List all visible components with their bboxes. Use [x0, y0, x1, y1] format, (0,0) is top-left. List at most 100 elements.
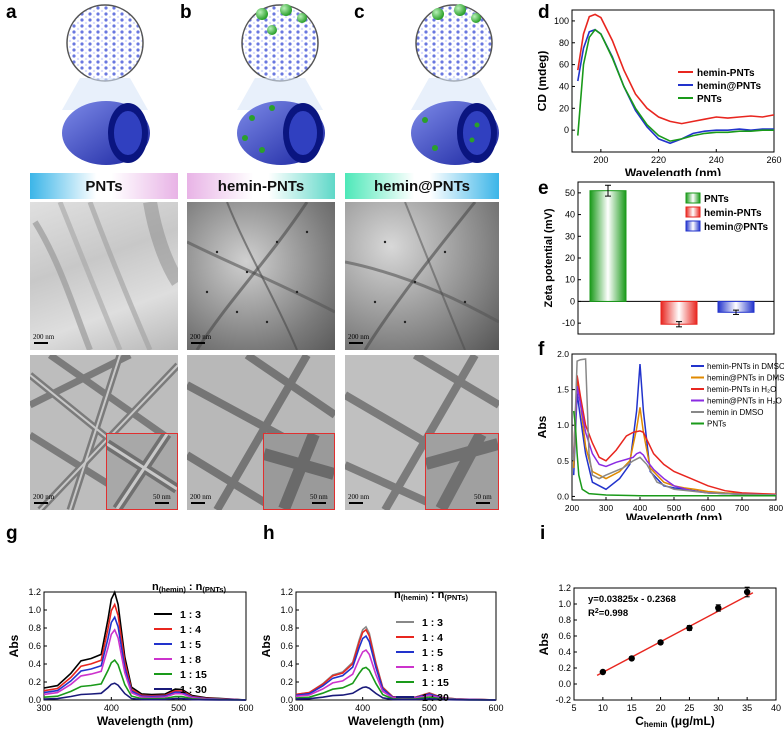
x-tick-label: 300 [288, 703, 303, 713]
legend-swatch [685, 192, 701, 204]
legend-title: n(hemin) : n(PNTs) [394, 589, 468, 602]
scale-bar-inset-c: 50 nm [474, 493, 492, 501]
series-line-hemin-PNTs [577, 13, 775, 125]
series-line-1 : 8 [43, 628, 247, 701]
y-tick-label: 0.0 [558, 679, 571, 689]
y-tick-label: 0.4 [280, 659, 293, 669]
series-line-hemin@PNTs in DMSO [572, 378, 777, 496]
scale-bar-top-b: 200 nm [190, 333, 212, 341]
tube-c [411, 4, 499, 165]
x-tick-label: 25 [684, 703, 694, 713]
panel-label-d: d [538, 2, 550, 23]
panel-label-i: i [540, 523, 546, 544]
y-tick-label: 0.6 [558, 631, 571, 641]
fit-equation: y=0.03825x - 0.2368 [588, 594, 676, 605]
tube-b [237, 4, 325, 165]
plot-frame [571, 9, 775, 153]
y-tick-label: 0.2 [558, 663, 571, 673]
legend-label: 1 : 4 [180, 624, 201, 636]
scale-bar-top-c: 200 nm [348, 333, 370, 341]
y-tick-label: 0.8 [28, 623, 41, 633]
y-tick-label: 10 [565, 275, 575, 285]
x-axis-label: Wavelength (nm) [348, 714, 444, 728]
fit-line [596, 592, 754, 677]
y-tick-label: 50 [565, 188, 575, 198]
data-point [715, 604, 722, 612]
chart-g-abs-ratio: 300 400 500 600 0.0 0.2 0.4 0.6 0.8 1.0 1.2 Wavelen… [7, 581, 254, 728]
data-point [628, 655, 635, 662]
scale-bar-bottom-b: 200 nm [190, 493, 212, 501]
x-axis-label: Wavelength (nm) [97, 714, 193, 728]
y-tick-label: -10 [562, 318, 575, 328]
r-squared: R2=0.998 [588, 608, 628, 619]
nanotube-illustrations [62, 4, 499, 165]
x-tick-label: 400 [104, 703, 119, 713]
legend-label: hemin in DMSO [707, 408, 763, 417]
x-tick-label: 500 [171, 703, 186, 713]
chart-f-uv-vis: 200 300 400 500 600 700 800 0.0 0.5 1.0 1.5 2.0 Wave… [538, 349, 784, 520]
y-tick-label: 40 [565, 210, 575, 220]
tube-a [62, 4, 150, 165]
x-axis-label: Wavelength (nm) [625, 166, 721, 176]
x-tick-label: 30 [713, 703, 723, 713]
y-tick-label: 0.2 [280, 677, 293, 687]
x-tick-label: 240 [709, 155, 724, 165]
y-tick-label: 2.0 [557, 349, 569, 359]
tem-pnts-high-mag: 200 nm 50 nm [30, 355, 178, 510]
legend-label: 1 : 3 [180, 609, 201, 621]
legend-label: 1 : 8 [180, 654, 201, 666]
legend-swatch [685, 220, 701, 232]
y-tick-label: 20 [559, 103, 569, 113]
panel-label-f: f [538, 339, 545, 360]
legend-label: hemin@PNTs in DMSO [707, 374, 784, 383]
legend-label: 1 : 5 [180, 639, 201, 651]
x-tick-label: 20 [656, 703, 666, 713]
y-axis-label: Abs [7, 634, 21, 657]
y-tick-label: 1.0 [558, 599, 571, 609]
x-tick-label: 40 [771, 703, 781, 713]
data-point [657, 639, 664, 646]
legend-label: PNTs [707, 420, 726, 429]
bar-hemin-PNTs [660, 300, 698, 325]
inset-pnts: 50 nm [106, 433, 178, 510]
header-hemin-pnts: hemin-PNTs [187, 173, 335, 199]
series-line-1 : 4 [295, 628, 497, 701]
panel-label-b: b [180, 2, 192, 23]
legend-label: 1 : 8 [422, 662, 443, 674]
legend-label: hemin-PNTs in H₂O [707, 385, 776, 394]
y-tick-label: 0 [570, 296, 575, 306]
y-tick-label: 1.5 [557, 385, 569, 395]
legend-swatch [685, 206, 701, 218]
y-tick-label: 1.0 [557, 420, 569, 430]
data-point [686, 624, 693, 632]
panel-label-c: c [354, 2, 365, 23]
y-tick-label: 1.0 [28, 605, 41, 615]
legend-label: hemin-PNTs in DMSO [707, 362, 784, 371]
legend-label: 1 : 5 [422, 647, 443, 659]
x-tick-label: 35 [742, 703, 752, 713]
panel-label-a: a [6, 2, 17, 23]
panel-label-e: e [538, 178, 549, 199]
series-line-PNTs [572, 410, 776, 497]
y-tick-label: 0.6 [28, 641, 41, 651]
x-tick-label: 260 [766, 155, 781, 165]
panel-label-h: h [263, 523, 275, 544]
series-line-1 : 3 [43, 590, 247, 701]
scale-bar-inset-b: 50 nm [310, 493, 328, 501]
chart-d-cd-spectra: 200 220 240 260 0 20 40 60 80 100 Wavelength (nm) C… [538, 9, 782, 176]
y-tick-label: -0.2 [555, 695, 571, 705]
y-tick-label: 30 [565, 231, 575, 241]
x-tick-label: 200 [593, 155, 608, 165]
tem-pnts-low-mag: 200 nm [30, 202, 178, 350]
y-axis-label: Abs [538, 415, 549, 438]
legend-label: 1 : 3 [422, 617, 443, 629]
series-line-1 : 30 [43, 682, 247, 701]
y-tick-label: 1.2 [558, 583, 571, 593]
header-hemin-at-pnts: hemin@PNTs [345, 173, 499, 199]
chart-e-zeta-potential: -10 0 10 20 30 40 50 Zeta potential (mV) PNTs hem… [543, 181, 775, 335]
y-tick-label: 0.2 [28, 677, 41, 687]
legend-label: 1 : 15 [180, 669, 207, 681]
x-tick-label: 200 [565, 503, 579, 513]
inset-hemin-at-pnts: 50 nm [425, 433, 499, 510]
y-tick-label: 0.4 [28, 659, 41, 669]
